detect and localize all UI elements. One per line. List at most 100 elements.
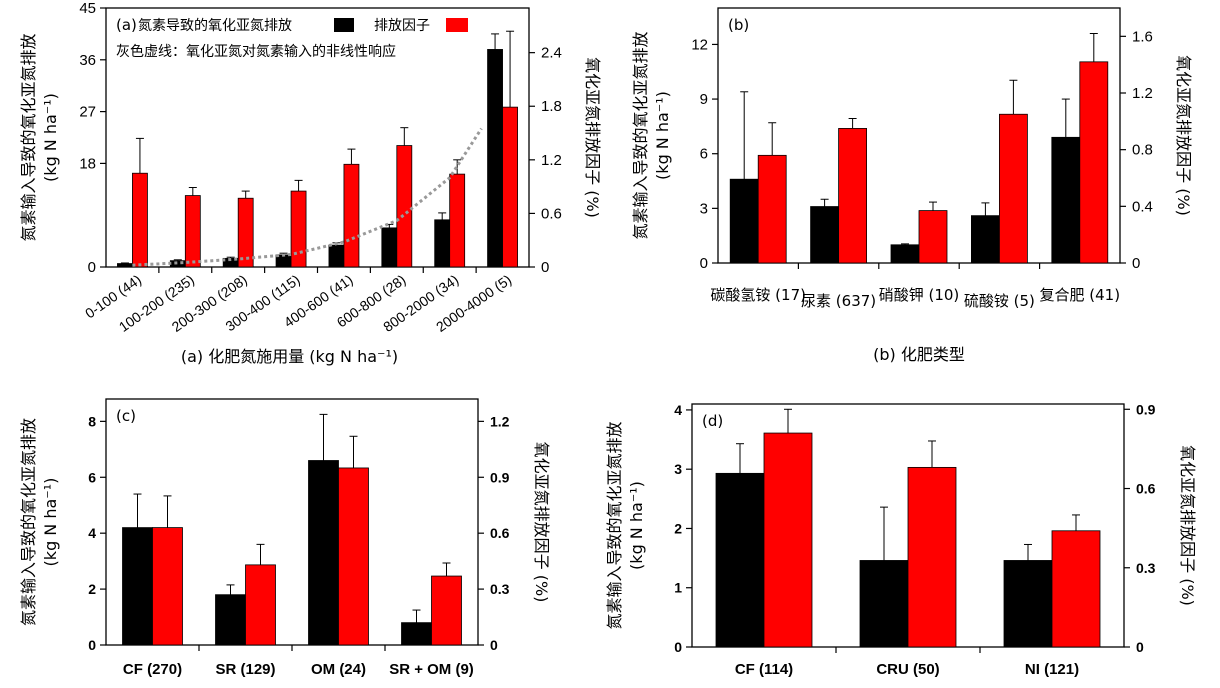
y-tick-label: 0 xyxy=(700,255,708,272)
y-tick-label: 18 xyxy=(79,155,96,172)
y2-tick-label: 0.6 xyxy=(1136,481,1156,497)
y-tick-label: 9 xyxy=(700,91,708,108)
panel-label: (b) xyxy=(728,16,749,34)
y-tick-label: 3 xyxy=(700,200,708,217)
bar-emission xyxy=(1003,560,1053,648)
bar-emission xyxy=(715,472,765,648)
y2-tick-label: 1.2 xyxy=(490,413,510,429)
y-axis-label: 氮素输入导致的氧化亚氮排放 xyxy=(19,33,38,241)
y-tick-label: 2 xyxy=(674,520,682,536)
y2-tick-label: 0 xyxy=(541,259,549,276)
y-tick-label: 6 xyxy=(700,146,708,163)
chart-panel-c: 0 2 4 6 8 0 0.3 0.6 0.9 1.2 CF (270) SR (129) OM (24… xyxy=(19,398,551,678)
y2-tick-label: 0 xyxy=(490,637,498,653)
bar-emission xyxy=(1051,136,1081,264)
y2-tick-label: 0.9 xyxy=(490,469,510,485)
bar-factor xyxy=(838,128,867,264)
y-tick-label: 3 xyxy=(674,461,682,477)
x-category-label: CRU (50) xyxy=(876,661,939,678)
legend-note: 灰色虚线：氧化亚氮对氮素输入的非线性响应 xyxy=(116,43,396,60)
y-axis-unit: (kg N ha⁻¹) xyxy=(627,481,646,570)
y-tick-label: 1 xyxy=(674,580,682,596)
y2-tick-label: 0.4 xyxy=(1132,198,1153,215)
x-category-label: 碳酸氢铵 (17) xyxy=(710,286,806,304)
y-axis-unit: (kg N ha⁻¹) xyxy=(41,93,60,182)
x-axis-label: (b) 化肥类型 xyxy=(873,345,965,364)
y2-tick-label: 1.6 xyxy=(1132,28,1153,45)
y-tick-label: 0 xyxy=(88,637,96,653)
y2-tick-label: 2.4 xyxy=(541,45,562,62)
y2-tick-label: 0 xyxy=(1132,255,1140,272)
panel-label: (a) xyxy=(116,16,137,34)
y2-axis-label: 氧化亚氮排放因子 (%) xyxy=(532,442,551,603)
bar-factor xyxy=(1079,61,1109,264)
bar-factor xyxy=(502,106,518,268)
y-tick-label: 0 xyxy=(88,259,96,276)
bar-factor xyxy=(396,145,413,268)
y2-tick-label: 0.6 xyxy=(490,525,510,541)
y-tick-label: 4 xyxy=(674,402,682,418)
x-category-label: SR + OM (9) xyxy=(389,661,474,678)
bar-factor xyxy=(132,172,148,268)
y-tick-label: 45 xyxy=(79,0,96,17)
bar-emission xyxy=(890,244,920,264)
bar-emission xyxy=(215,594,246,646)
legend-label-factor: 排放因子 xyxy=(374,18,430,34)
bar-emission xyxy=(122,527,153,646)
bar-emission xyxy=(971,215,1000,264)
y2-tick-label: 1.2 xyxy=(1132,85,1153,102)
bar-emission xyxy=(859,560,909,648)
y-axis-unit: (kg N ha⁻¹) xyxy=(653,91,672,180)
bar-factor xyxy=(763,432,813,648)
bar-emission xyxy=(117,263,133,268)
x-category-label: CF (270) xyxy=(123,661,182,678)
bar-emission xyxy=(401,622,432,646)
x-category-label: NI (121) xyxy=(1025,661,1079,678)
bar-factor xyxy=(757,154,787,264)
x-category-label: SR (129) xyxy=(215,661,275,678)
y2-tick-label: 1.2 xyxy=(541,152,562,169)
y2-tick-label: 0.8 xyxy=(1132,142,1153,159)
y-axis-label: 氮素输入导致的氧化亚氮排放 xyxy=(605,421,624,629)
y-tick-label: 4 xyxy=(88,525,96,541)
bar-emission xyxy=(328,244,345,268)
bar-factor xyxy=(343,163,360,268)
x-category-label: OM (24) xyxy=(311,661,366,678)
bar-factor xyxy=(184,195,201,268)
legend-label-emission: 氮素导致的氧化亚氮排放 xyxy=(138,18,292,34)
bar-factor xyxy=(290,190,307,268)
y-tick-label: 36 xyxy=(79,52,96,69)
trend-line xyxy=(132,127,483,267)
y2-axis-label: 氧化亚氮排放因子 (%) xyxy=(1174,55,1193,216)
y-axis-label: 氮素输入导致的氧化亚氮排放 xyxy=(19,418,38,626)
bar-factor xyxy=(449,173,466,268)
chart-panel-b: 0 3 6 9 12 0 0.4 0.8 1.2 1.6 碳酸氢铵 (17)尿素 (637) 硝酸钾 … xyxy=(631,7,1193,364)
y-tick-label: 12 xyxy=(691,36,708,53)
bar-emission xyxy=(381,227,398,268)
chart-panel-d: 0 1 2 3 4 0 0.3 0.6 0.9 CF (114) CRU (50) NI (121) (… xyxy=(605,401,1197,678)
y-axis-unit: (kg N ha⁻¹) xyxy=(41,478,60,567)
legend-swatch-emission xyxy=(334,18,354,32)
y2-tick-label: 0.9 xyxy=(1136,401,1156,417)
bar-emission xyxy=(810,206,839,264)
y-axis-label: 氮素输入导致的氧化亚氮排放 xyxy=(631,31,650,239)
y-tick-label: 8 xyxy=(88,413,96,429)
bar-factor xyxy=(237,197,254,268)
bar-factor xyxy=(907,466,957,648)
y2-axis-label: 氧化亚氮排放因子 (%) xyxy=(1178,445,1197,606)
y-tick-label: 0 xyxy=(674,639,682,655)
y-tick-label: 27 xyxy=(79,104,96,121)
panel-label: (c) xyxy=(116,407,136,425)
bar-factor xyxy=(918,210,948,264)
y2-tick-label: 0.6 xyxy=(541,205,562,222)
y-tick-label: 2 xyxy=(88,581,96,597)
y2-tick-label: 1.8 xyxy=(541,98,562,115)
x-category-label: CF (114) xyxy=(735,661,793,678)
x-category-label: 硝酸钾 (10) xyxy=(879,286,960,304)
y2-tick-label: 0.3 xyxy=(1136,560,1156,576)
bar-factor xyxy=(245,564,276,646)
bar-emission xyxy=(729,178,759,264)
x-axis-label: (a) 化肥氮施用量 (kg N ha⁻¹) xyxy=(181,347,398,366)
